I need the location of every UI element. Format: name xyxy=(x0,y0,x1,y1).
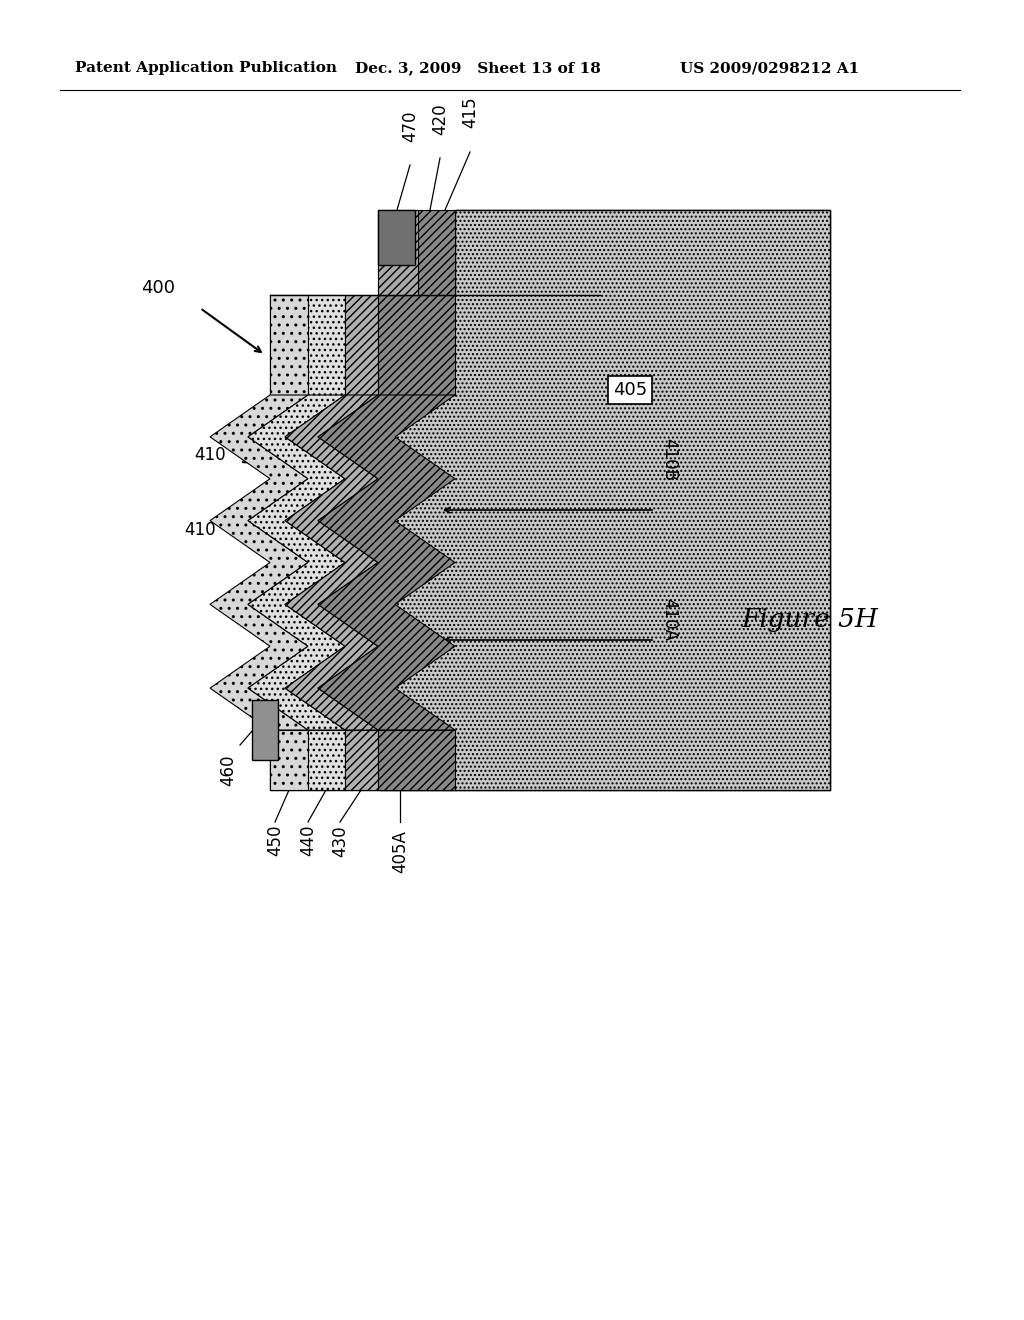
Polygon shape xyxy=(270,210,830,789)
Text: Figure 5H: Figure 5H xyxy=(741,607,879,632)
Text: Dec. 3, 2009   Sheet 13 of 18: Dec. 3, 2009 Sheet 13 of 18 xyxy=(355,61,601,75)
Polygon shape xyxy=(308,294,345,395)
Polygon shape xyxy=(270,730,308,789)
Polygon shape xyxy=(305,294,340,395)
Text: 440: 440 xyxy=(299,825,317,857)
Text: 410: 410 xyxy=(195,446,226,465)
Text: 410: 410 xyxy=(184,521,216,539)
Polygon shape xyxy=(345,730,378,789)
Polygon shape xyxy=(270,294,305,395)
Text: 460: 460 xyxy=(219,754,237,785)
Polygon shape xyxy=(252,700,278,760)
Polygon shape xyxy=(308,730,345,789)
Polygon shape xyxy=(318,395,455,730)
Text: 415: 415 xyxy=(461,96,479,128)
Text: 410A: 410A xyxy=(660,598,678,642)
Polygon shape xyxy=(210,395,308,730)
Text: 410B: 410B xyxy=(660,438,678,482)
Polygon shape xyxy=(380,294,455,789)
Text: 405: 405 xyxy=(613,381,647,399)
Text: US 2009/0298212 A1: US 2009/0298212 A1 xyxy=(680,61,859,75)
Polygon shape xyxy=(455,210,830,789)
Text: Patent Application Publication: Patent Application Publication xyxy=(75,61,337,75)
Text: 430: 430 xyxy=(331,825,349,857)
Polygon shape xyxy=(270,294,308,395)
Polygon shape xyxy=(378,730,455,789)
Polygon shape xyxy=(285,395,378,730)
Text: 400: 400 xyxy=(141,279,175,297)
Polygon shape xyxy=(270,294,305,395)
Polygon shape xyxy=(378,294,455,395)
Polygon shape xyxy=(345,294,378,395)
Polygon shape xyxy=(248,395,345,730)
Text: 405A: 405A xyxy=(391,830,409,873)
Polygon shape xyxy=(378,210,455,294)
Polygon shape xyxy=(378,210,418,294)
Text: 470: 470 xyxy=(401,111,419,143)
Text: 450: 450 xyxy=(266,825,284,857)
Text: 420: 420 xyxy=(431,103,449,135)
Polygon shape xyxy=(378,210,415,265)
